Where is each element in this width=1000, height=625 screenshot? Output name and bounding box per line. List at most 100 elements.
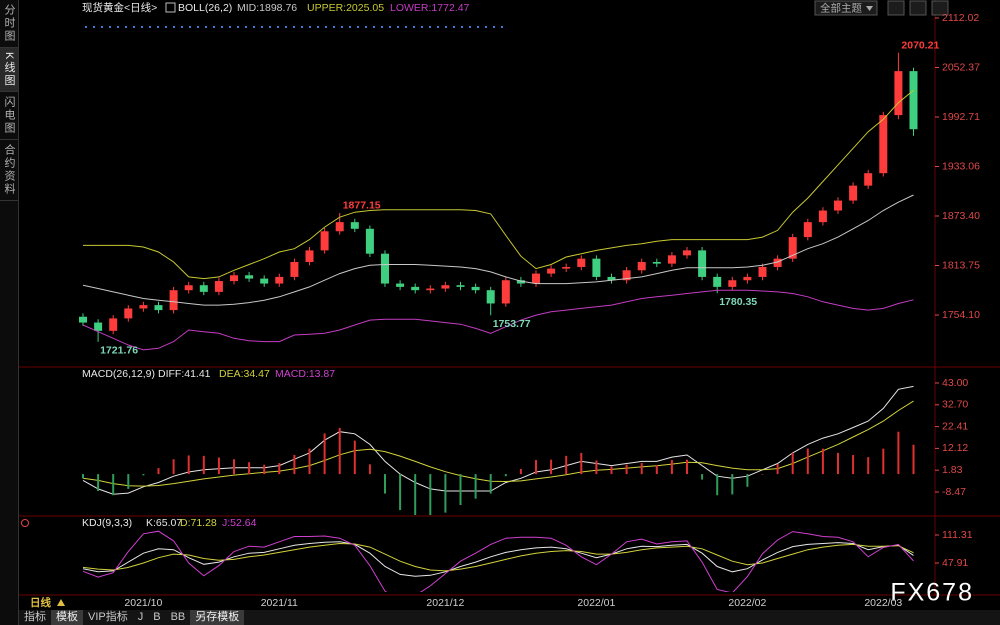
histogram-bar [157,468,160,475]
series-line [83,89,914,280]
plot-area [82,530,914,592]
histogram-bar [746,474,749,487]
histogram-bar [867,457,870,475]
histogram-bar [852,455,855,475]
y-tick-label: 47.91 [942,557,968,569]
candle-body [592,258,601,277]
tab[interactable]: 另存模板 [190,610,245,625]
candle-body [365,228,374,254]
histogram-bar [550,459,553,475]
candle-body [834,200,842,211]
histogram-bar [384,474,386,494]
candle-body [79,316,87,323]
candle-body [758,266,767,277]
histogram-bar [701,474,704,480]
candle-body [230,275,238,282]
indicator-title: KDJ(9,3,3) [82,517,132,529]
candle-body [124,308,133,319]
histogram-bar [761,474,764,475]
window-button[interactable] [887,0,905,16]
sidebar-tab[interactable]: 合约资料 [0,140,18,202]
x-tick-label: 2021/10 [124,597,162,609]
y-tick-label: 22.41 [942,420,968,432]
histogram-bar [293,455,296,475]
histogram-bar [82,474,84,479]
window-button[interactable] [931,0,949,16]
candle-body [788,237,797,259]
candle-body [275,276,284,284]
candle-body [698,250,707,277]
candle-body [667,255,676,264]
legend-entry: J:52.64 [222,517,257,529]
candle-body [335,222,344,232]
sidebar-tab[interactable]: 分时图 [0,0,18,48]
histogram-bar [353,440,356,475]
indicator-name: BOLL(26,2) [178,2,232,14]
tab[interactable]: VIP指标 [88,611,128,623]
histogram-bar [776,463,779,475]
period-label[interactable]: 日线 [30,596,51,609]
histogram-bar [459,474,462,506]
dropdown-arrow [866,6,873,11]
tab[interactable]: BB [170,611,186,623]
candle-body [501,280,510,304]
histogram-bar [640,463,643,475]
histogram-bar [580,452,583,475]
histogram-bar [142,474,145,476]
histogram-bar [112,474,115,496]
histogram-bar [399,474,402,511]
y-tick-label: 43.00 [942,377,968,389]
y-tick-label: 2052.37 [942,61,980,73]
y-tick-label: 111.31 [942,529,973,541]
y-tick-label: 1.83 [942,464,963,476]
histogram-bar [837,452,839,475]
high-label: 2070.21 [901,39,939,51]
candle-body [139,305,148,309]
candle-body [683,250,691,256]
indicator-icon[interactable] [165,2,176,13]
histogram-bar [308,448,311,475]
candle-body [184,285,193,291]
histogram-bar [278,463,281,475]
candle-body [350,222,359,229]
candle-body [743,276,752,281]
tab[interactable]: B [153,611,161,623]
histogram-bar [248,462,251,475]
theme-dropdown[interactable] [814,0,878,16]
high-label: 1877.15 [343,200,381,212]
histogram-bar [595,460,598,475]
tab[interactable]: J [137,611,144,623]
plot-area [82,385,915,515]
candle-body [199,285,208,292]
window-button[interactable] [909,0,927,16]
sidebar-tab[interactable]: 闪电图 [0,92,18,141]
histogram-bar [474,474,477,499]
series-line [82,289,914,351]
histogram-bar [625,464,628,475]
histogram-bar [504,474,507,477]
histogram-bar [655,465,658,475]
candle-body [607,276,616,281]
candle-body [818,210,827,223]
y-tick-label: 1813.75 [942,259,980,271]
sidebar-tab[interactable]: K线图 [0,48,18,93]
indicator-icon[interactable] [21,519,29,527]
y-tick-label: 2112.02 [942,12,979,24]
legend-entry: LOWER:1772.47 [390,2,470,14]
candle-body [652,261,661,264]
histogram-bar [806,448,809,475]
candle-body [577,258,586,267]
candle-body [381,253,389,284]
legend-entry: K:65.07 [146,517,182,529]
tab[interactable]: 指标 [24,611,46,623]
candle-body [290,261,299,277]
low-label: 1753.77 [493,318,531,330]
tab[interactable]: 模板 [51,610,83,625]
histogram-bar [670,460,673,475]
candle-body [169,290,178,311]
candle-body [471,286,480,291]
candle-body [894,71,903,116]
candle-body [441,285,450,289]
candle-body [486,290,495,304]
